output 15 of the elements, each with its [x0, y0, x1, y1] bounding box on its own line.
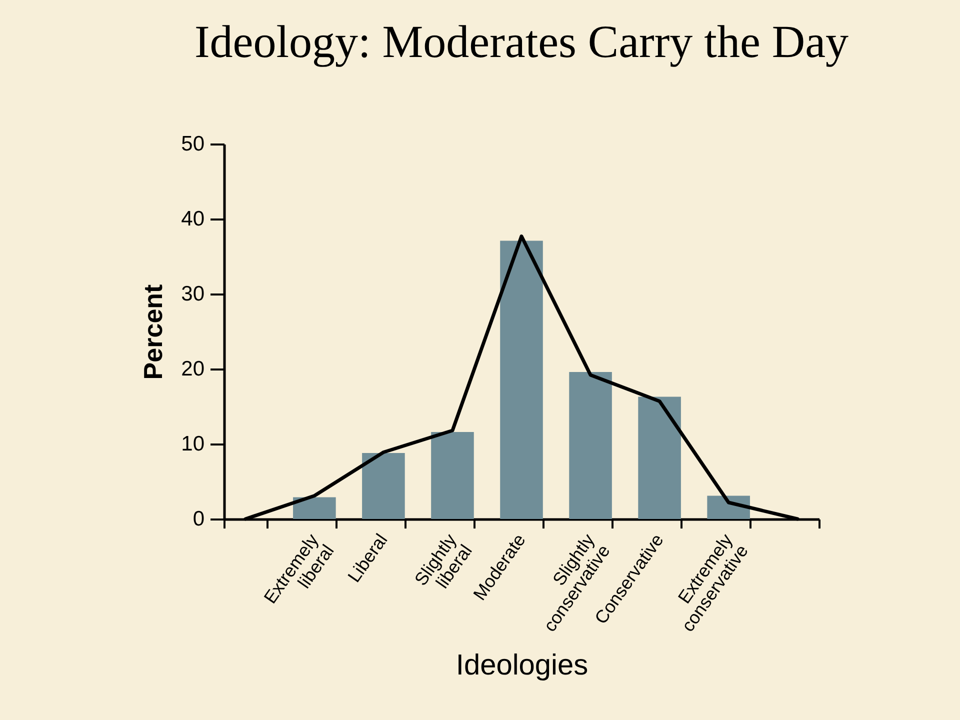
bar	[431, 432, 474, 519]
chart-title: Ideology: Moderates Carry the Day	[194, 16, 849, 67]
bar	[569, 372, 612, 519]
x-axis-title: Ideologies	[456, 649, 588, 682]
y-tick-label: 40	[181, 208, 204, 230]
bar	[293, 497, 336, 519]
bar	[638, 396, 681, 519]
y-tick-label: 10	[181, 432, 204, 456]
y-tick-label: 20	[181, 358, 204, 380]
y-tick-label: 30	[181, 282, 204, 306]
bar	[500, 240, 543, 519]
bar	[362, 453, 405, 519]
y-axis-title: Percent	[138, 284, 168, 380]
y-tick-label: 50	[181, 132, 204, 156]
y-tick-label: 0	[192, 508, 204, 530]
